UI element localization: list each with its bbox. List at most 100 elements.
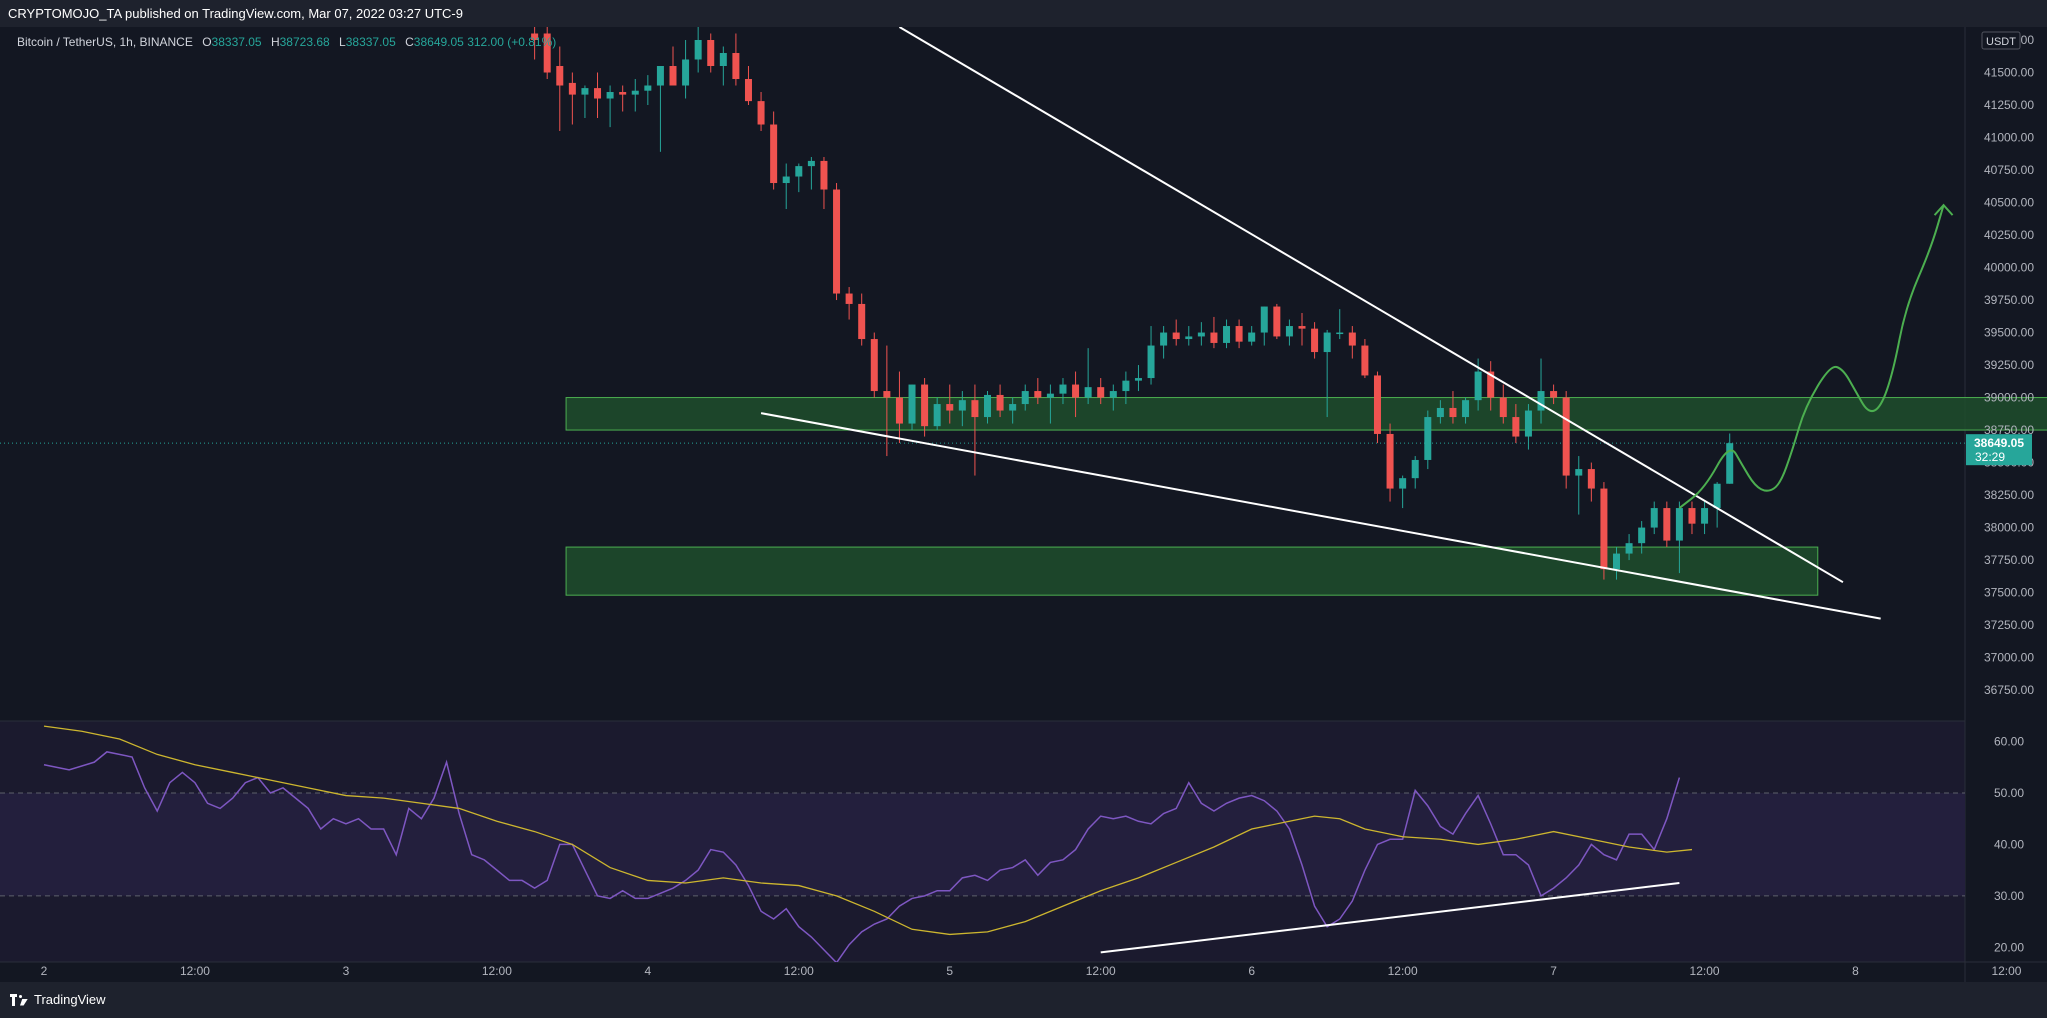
- price-tick-label: 39000.00: [1984, 391, 2034, 405]
- candle-body: [1185, 336, 1193, 340]
- candle-body: [1134, 378, 1142, 381]
- candle-body: [594, 88, 602, 99]
- candle-body: [568, 82, 576, 95]
- candle-body: [1034, 391, 1042, 398]
- candle-body: [1613, 553, 1620, 570]
- symbol-name[interactable]: Bitcoin / TetherUS, 1h, BINANCE: [17, 35, 193, 49]
- price-tick-label: 37500.00: [1984, 586, 2034, 600]
- candle-body: [1411, 459, 1419, 479]
- candle-body: [719, 53, 727, 67]
- candle-body: [1122, 380, 1130, 392]
- price-tick-label: 37250.00: [1984, 618, 2034, 632]
- support-zone-1: [565, 397, 2047, 431]
- candle-body: [1273, 306, 1281, 337]
- candle-body: [1298, 326, 1306, 329]
- price-tick-label: 36750.00: [1984, 683, 2034, 697]
- open-label: O: [202, 35, 212, 49]
- candle-body: [556, 66, 564, 86]
- candle-body: [707, 40, 715, 67]
- rsi-tick-label: 20.00: [1994, 940, 2024, 954]
- time-tick-label: 7: [1550, 964, 1557, 978]
- candle-body: [1587, 469, 1595, 489]
- candle-body: [1663, 508, 1671, 541]
- close-value: 38649.05: [413, 35, 464, 49]
- low-value: 38337.05: [345, 35, 396, 49]
- candle-body: [1059, 384, 1067, 394]
- candle-body: [1361, 345, 1369, 376]
- candle-body: [1600, 488, 1608, 570]
- change-value: 312.00 (+0.81%): [467, 35, 557, 49]
- rsi-moving-average: [43, 725, 1693, 936]
- candle-body: [1524, 410, 1532, 437]
- time-tick-label: 12:00: [1086, 964, 1116, 978]
- candle-body: [682, 59, 690, 86]
- candle-body: [1424, 417, 1432, 460]
- candle-body: [581, 88, 589, 95]
- candle-body: [971, 400, 979, 418]
- low-label: L: [339, 35, 346, 49]
- candle-body: [1336, 332, 1344, 335]
- time-tick-label: 3: [343, 964, 350, 978]
- rsi-lines: [43, 725, 1693, 962]
- candle-body: [1550, 391, 1558, 398]
- candle-body: [883, 391, 891, 398]
- candle-body: [1285, 326, 1293, 337]
- candle-body: [1097, 387, 1105, 398]
- published-header: CRYPTOMOJO_TA published on TradingView.c…: [0, 0, 2047, 27]
- time-tick-label: 4: [644, 964, 651, 978]
- candle-body: [694, 40, 702, 60]
- candle-body: [782, 176, 790, 184]
- candle-body: [1197, 332, 1205, 337]
- time-tick-label: 12:00: [1388, 964, 1418, 978]
- price-tick-label: 40750.00: [1984, 163, 2034, 177]
- price-tick-label: 40250.00: [1984, 228, 2034, 242]
- time-tick-label: 2: [41, 964, 48, 978]
- candle-body: [543, 33, 551, 73]
- price-tick-label: 39500.00: [1984, 326, 2034, 340]
- candle-body: [1474, 371, 1482, 401]
- candle-body: [1675, 508, 1683, 541]
- chart-frame[interactable]: 41750.0041500.0041250.0041000.0040750.00…: [0, 27, 2047, 982]
- candle-body: [744, 79, 752, 102]
- time-tick-label: 12:00: [1690, 964, 1720, 978]
- currency-label: USDT: [1986, 36, 2016, 48]
- tradingview-logo-icon: [10, 993, 28, 1006]
- symbol-legend: Bitcoin / TetherUS, 1h, BINANCE O38337.0…: [17, 35, 556, 49]
- price-tick-label: 41250.00: [1984, 98, 2034, 112]
- price-tick-label: 37000.00: [1984, 651, 2034, 665]
- candle-body: [820, 160, 828, 190]
- chart-canvas[interactable]: 41750.0041500.0041250.0041000.0040750.00…: [0, 27, 2047, 982]
- candle-body: [795, 166, 803, 177]
- rsi-line: [43, 751, 1681, 962]
- candle-body: [631, 90, 639, 95]
- trend-line-2: [760, 412, 1881, 620]
- price-tick-label: 41000.00: [1984, 131, 2034, 145]
- open-value: 38337.05: [211, 35, 262, 49]
- candle-body: [1499, 397, 1507, 418]
- price-tick-label: 38000.00: [1984, 521, 2034, 535]
- tradingview-brand: TradingView: [34, 992, 106, 1007]
- candle-body: [807, 160, 815, 167]
- candle-body: [933, 404, 941, 427]
- time-tick-label: 12:00: [1991, 964, 2021, 978]
- candle-body: [1109, 391, 1117, 398]
- price-pane: [0, 27, 1965, 720]
- candle-body: [1650, 508, 1658, 528]
- candle-body: [996, 394, 1004, 411]
- candle-body: [1487, 371, 1495, 398]
- time-tick-label: 12:00: [180, 964, 210, 978]
- candle-body: [1537, 391, 1545, 411]
- price-tick-label: 39250.00: [1984, 358, 2034, 372]
- candle-body: [946, 404, 954, 411]
- tradingview-logo[interactable]: TradingView: [10, 992, 106, 1007]
- rsi-tick-label: 30.00: [1994, 889, 2024, 903]
- candle-body: [1348, 332, 1356, 346]
- price-tick-label: 40500.00: [1984, 196, 2034, 210]
- candle-body: [1436, 407, 1444, 418]
- time-tick-label: 8: [1852, 964, 1859, 978]
- candle-body: [895, 397, 903, 424]
- candle-body: [669, 66, 677, 86]
- candle-body: [1160, 332, 1168, 346]
- forecast-arrowhead: [1933, 203, 1954, 216]
- candle-body: [1223, 326, 1231, 343]
